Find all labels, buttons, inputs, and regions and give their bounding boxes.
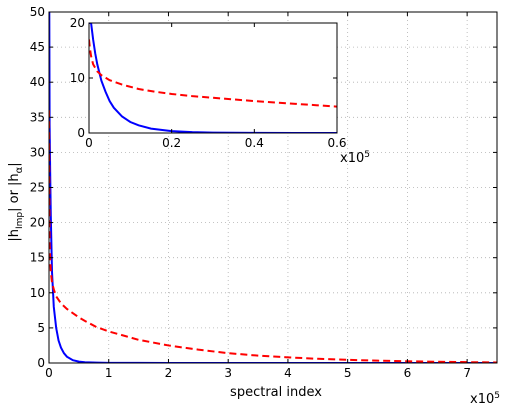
inset-ytick-label: 20 — [70, 16, 85, 30]
x-multiplier-inset: x105 — [340, 150, 370, 166]
inset-background — [89, 23, 337, 133]
main-ytick-label: 40 — [30, 75, 45, 89]
main-ytick-label: 35 — [30, 110, 45, 124]
main-ytick-label: 20 — [30, 216, 45, 230]
x-multiplier-main: x105 — [470, 391, 500, 405]
main-xtick-label: 7 — [463, 366, 471, 380]
main-series-blue-solid-line — [49, 12, 497, 363]
inset-series-red-dashed-line — [89, 39, 337, 108]
main-ytick-label: 5 — [37, 321, 45, 335]
main-series-red-dashed-line — [49, 110, 497, 363]
inset-ticks: 0 0.2 0.4 0.6 0 10 20 — [70, 16, 347, 150]
main-xtick-label: 0 — [45, 366, 53, 380]
x-axis-label: spectral index — [230, 385, 322, 400]
main-ytick-label: 25 — [30, 181, 45, 195]
inset-xtick-label: 0 — [85, 136, 93, 150]
y-axis-label: |hImp| or |hα| — [7, 162, 25, 241]
main-xtick-label: 6 — [404, 366, 412, 380]
main-ytick-label: 30 — [30, 145, 45, 159]
main-ytick-label: 50 — [30, 5, 45, 19]
inset-ytick-label: 10 — [70, 71, 85, 85]
main-xtick-label: 3 — [224, 366, 232, 380]
main-ytick-label: 15 — [30, 251, 45, 265]
main-series — [49, 12, 497, 363]
main-xtick-label: 2 — [165, 366, 173, 380]
main-ytick-label: 45 — [30, 40, 45, 54]
inset-ytick-label: 0 — [77, 126, 85, 140]
inset-xtick-label: 0.6 — [327, 136, 346, 150]
inset-chart: 0 0.2 0.4 0.6 0 10 20 x105 — [70, 16, 370, 166]
main-ytick-label: 0 — [37, 356, 45, 370]
inset-xtick-label: 0.2 — [162, 136, 181, 150]
inset-xtick-label: 0.4 — [245, 136, 264, 150]
main-xtick-label: 4 — [284, 366, 292, 380]
main-xtick-label: 5 — [344, 366, 352, 380]
main-ytick-label: 10 — [30, 286, 45, 300]
main-xtick-label: 1 — [105, 366, 113, 380]
